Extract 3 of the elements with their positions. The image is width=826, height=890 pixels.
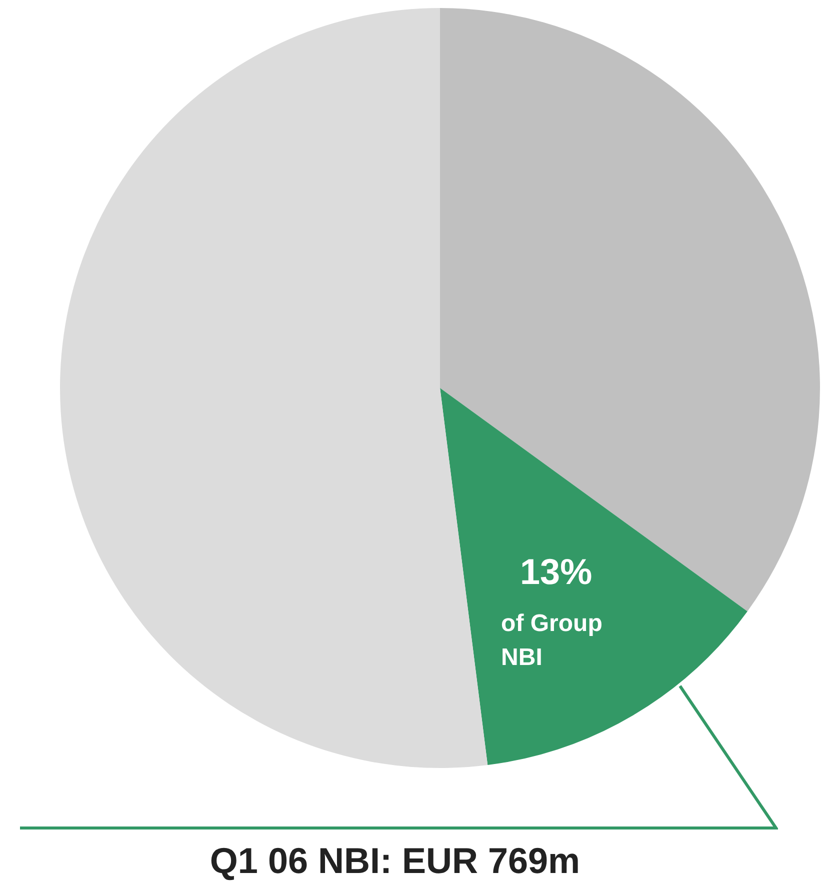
text: of Group NBI: [501, 610, 602, 671]
data-label: 13%: [520, 551, 592, 592]
text: Q1 06 NBI: EUR 769m: [208, 840, 582, 882]
